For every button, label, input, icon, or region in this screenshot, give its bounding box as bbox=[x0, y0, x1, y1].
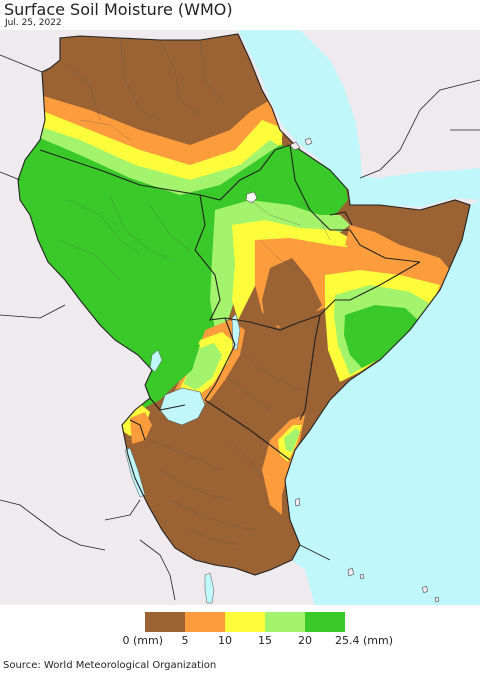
legend-swatch bbox=[305, 612, 345, 632]
map-title: Surface Soil Moisture (WMO) bbox=[4, 0, 233, 19]
context-borders bbox=[0, 54, 480, 601]
legend-swatch bbox=[185, 612, 225, 632]
admin-boundaries bbox=[59, 37, 331, 546]
islands bbox=[289, 137, 440, 603]
band-brown-ethiopia bbox=[262, 258, 322, 328]
legend-ticks: 0 (mm) 5 10 15 20 25.4 (mm) bbox=[122, 634, 393, 647]
band-brown-somalia bbox=[350, 200, 470, 268]
lake-malawi bbox=[204, 572, 215, 604]
lake-tana bbox=[245, 191, 258, 204]
red-sea bbox=[238, 30, 362, 195]
legend-tick-label: 15 bbox=[258, 634, 272, 647]
legend-swatch bbox=[225, 612, 265, 632]
indian-ocean bbox=[285, 200, 480, 605]
legend-bins bbox=[145, 612, 345, 632]
map-date: Jul. 25, 2022 bbox=[5, 18, 62, 28]
gulf-of-aden bbox=[345, 168, 480, 207]
soil-moisture-map bbox=[0, 30, 480, 605]
band-orange-somalia bbox=[345, 225, 450, 288]
band-green-somalia-south bbox=[344, 305, 418, 368]
legend-tick-label: 5 bbox=[182, 634, 189, 647]
country-borders bbox=[17, 33, 471, 576]
lake-albert bbox=[149, 349, 163, 373]
legend-tick-label: 0 (mm) bbox=[122, 634, 163, 647]
legend-tick-label: 25.4 (mm) bbox=[335, 634, 393, 647]
legend-swatch bbox=[145, 612, 185, 632]
band-lightgreen-kenya-coast bbox=[284, 428, 300, 452]
legend: 0 (mm) 5 10 15 20 25.4 (mm) bbox=[122, 612, 393, 647]
source-credit: Source: World Meteorological Organizatio… bbox=[3, 660, 217, 671]
legend-tick-label: 10 bbox=[218, 634, 232, 647]
legend-swatch bbox=[265, 612, 305, 632]
legend-tick-label: 20 bbox=[298, 634, 312, 647]
lake-victoria bbox=[159, 387, 206, 426]
